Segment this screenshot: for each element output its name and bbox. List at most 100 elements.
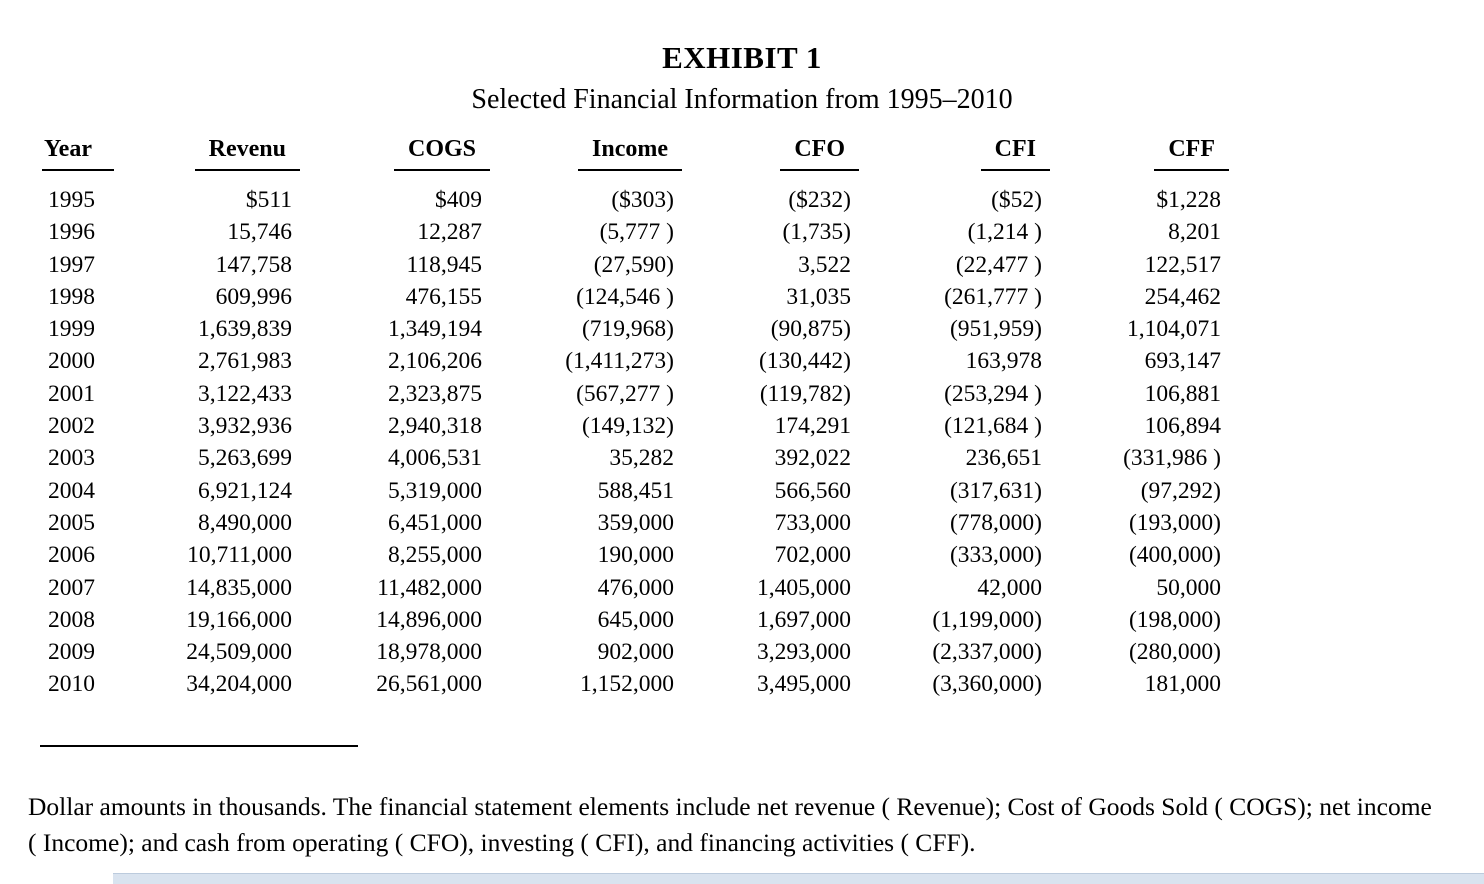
cell-value: 106,881 bbox=[1144, 380, 1221, 407]
table-row: 1996 15,746 12,287 (5,777 ) (1,735) (1,214 ) 8… bbox=[44, 216, 1221, 248]
cell-value: ($52) bbox=[991, 187, 1042, 213]
cell-value: 1,697,000 bbox=[757, 606, 851, 633]
cell-value: ($303) bbox=[611, 187, 674, 213]
cell-value: 50,000 bbox=[1156, 574, 1221, 601]
cell-value: 12,287 bbox=[417, 219, 482, 246]
cell-value: 26,561,000 bbox=[376, 671, 482, 698]
footnote-text: Dollar amounts in thousands. The financi… bbox=[28, 791, 1432, 857]
cell-value: 702,000 bbox=[774, 542, 851, 569]
cell-value: (198,000) bbox=[1128, 606, 1221, 633]
cell-value: 5,263,699 bbox=[198, 445, 292, 472]
cell-value: 10,711,000 bbox=[187, 542, 292, 569]
cell-value: (5,777 ) bbox=[599, 219, 674, 246]
table-row: 2002 3,932,936 2,940,318 (149,132) 174,291 (1… bbox=[44, 410, 1221, 442]
cell-value: (124,546 ) bbox=[576, 283, 674, 310]
cell-value: 566,560 bbox=[774, 477, 851, 504]
cell-value: $1,228 bbox=[1156, 187, 1221, 213]
cell-year: 2005 bbox=[48, 509, 95, 536]
cell-year: 2007 bbox=[48, 574, 95, 601]
cell-value: 5,319,000 bbox=[388, 477, 482, 504]
cell-value: 645,000 bbox=[597, 606, 674, 633]
cell-value: 181,000 bbox=[1144, 671, 1221, 698]
cell-year: 2000 bbox=[48, 348, 95, 375]
cell-value: 11,482,000 bbox=[377, 574, 482, 601]
cell-year: 2001 bbox=[48, 380, 95, 407]
cell-value: 254,462 bbox=[1144, 283, 1221, 310]
cell-value: 1,349,194 bbox=[388, 316, 482, 343]
cell-value: 8,255,000 bbox=[388, 542, 482, 569]
cell-value: $511 bbox=[245, 187, 292, 213]
cell-value: 190,000 bbox=[597, 542, 674, 569]
cell-value: (22,477 ) bbox=[955, 251, 1042, 278]
cell-value: (1,411,273) bbox=[565, 348, 674, 375]
cell-value: 42,000 bbox=[977, 574, 1042, 601]
cell-value: 14,896,000 bbox=[376, 606, 482, 633]
document-page: EXHIBIT 1 Selected Financial Information… bbox=[28, 40, 1432, 857]
column-header-year: Year bbox=[42, 136, 134, 184]
cell-year: 1995 bbox=[48, 187, 95, 213]
cell-value: 359,000 bbox=[597, 509, 674, 536]
cell-value: (1,214 ) bbox=[967, 219, 1042, 246]
cell-value: 147,758 bbox=[215, 251, 292, 278]
financial-table: Year Revenu COGS Income CFO CFI CFF 1995 $511 $4… bbox=[42, 136, 1229, 701]
cell-value: (1,735) bbox=[782, 219, 851, 246]
cell-year: 1999 bbox=[48, 316, 95, 343]
table-row: 2008 19,166,000 14,896,000 645,000 1,697,000… bbox=[44, 604, 1221, 636]
cell-year: 2006 bbox=[48, 542, 95, 569]
table-row: 2007 14,835,000 11,482,000 476,000 1,405,000… bbox=[44, 572, 1221, 604]
column-header-label: Year bbox=[42, 136, 114, 171]
table-row: 2010 34,204,000 26,561,000 1,152,000 3,495,0… bbox=[44, 668, 1221, 700]
cell-value: (97,292) bbox=[1140, 477, 1221, 504]
table-row: 2009 24,509,000 18,978,000 902,000 3,293,000… bbox=[44, 636, 1221, 668]
header-row: Year Revenu COGS Income CFO CFI CFF bbox=[42, 136, 1229, 184]
cell-value: 163,978 bbox=[965, 348, 1042, 375]
cell-value: (331,986 ) bbox=[1123, 445, 1221, 472]
cell-value: 2,323,875 bbox=[388, 380, 482, 407]
cell-value: 1,639,839 bbox=[198, 316, 292, 343]
cell-value: 1,152,000 bbox=[580, 671, 674, 698]
cell-value: (27,590) bbox=[593, 251, 674, 278]
cell-value: 122,517 bbox=[1144, 251, 1221, 278]
cell-value: (280,000) bbox=[1128, 639, 1221, 666]
cell-value: (400,000) bbox=[1128, 542, 1221, 569]
table-row: 2005 8,490,000 6,451,000 359,000 733,000 (778… bbox=[44, 507, 1221, 539]
cell-value: 35,282 bbox=[609, 445, 674, 472]
cell-value: 106,894 bbox=[1144, 413, 1221, 440]
cell-value: ($232) bbox=[788, 187, 851, 213]
table-row: 1995 $511 $409 ($303) ($232) ($52) $1,228 bbox=[44, 184, 1221, 216]
cell-value: (121,684 ) bbox=[944, 413, 1042, 440]
cell-value: (778,000) bbox=[949, 509, 1042, 536]
column-header-cfo: CFO bbox=[674, 136, 859, 184]
cell-year: 1997 bbox=[48, 251, 95, 278]
cell-year: 2010 bbox=[48, 671, 95, 698]
cell-year: 2004 bbox=[48, 477, 95, 504]
cell-value: (261,777 ) bbox=[944, 283, 1042, 310]
cell-value: 8,201 bbox=[1168, 219, 1221, 246]
column-header-cff: CFF bbox=[1042, 136, 1229, 184]
cell-value: (90,875) bbox=[770, 316, 851, 343]
cell-year: 2003 bbox=[48, 445, 95, 472]
column-header-income: Income bbox=[482, 136, 682, 184]
column-header-label: CFF bbox=[1154, 136, 1229, 171]
cell-value: 6,451,000 bbox=[388, 509, 482, 536]
cell-value: 3,122,433 bbox=[198, 380, 292, 407]
table-row: 1998 609,996 476,155 (124,546 ) 31,035 (261,7… bbox=[44, 281, 1221, 313]
table-row: 2004 6,921,124 5,319,000 588,451 566,560 (317… bbox=[44, 475, 1221, 507]
horizontal-scrollbar[interactable] bbox=[113, 873, 1484, 884]
cell-value: 2,106,206 bbox=[388, 348, 482, 375]
cell-year: 2009 bbox=[48, 639, 95, 666]
table-row: 2006 10,711,000 8,255,000 190,000 702,000 (33… bbox=[44, 539, 1221, 571]
table-body: 1995 $511 $409 ($303) ($232) ($52) $1,228 1996 1… bbox=[44, 184, 1221, 701]
column-header-cogs: COGS bbox=[292, 136, 490, 184]
cell-value: 2,761,983 bbox=[198, 348, 292, 375]
cell-value: 3,293,000 bbox=[757, 639, 851, 666]
column-header-label: COGS bbox=[393, 136, 490, 171]
cell-value: 1,104,071 bbox=[1127, 316, 1221, 343]
cell-value: 24,509,000 bbox=[186, 639, 292, 666]
cell-value: 3,495,000 bbox=[757, 671, 851, 698]
cell-value: (193,000) bbox=[1128, 509, 1221, 536]
cell-value: 3,932,936 bbox=[198, 413, 292, 440]
cell-value: 3,522 bbox=[798, 251, 851, 278]
cell-value: 588,451 bbox=[597, 477, 674, 504]
table-header: Year Revenu COGS Income CFO CFI CFF bbox=[42, 136, 1229, 184]
